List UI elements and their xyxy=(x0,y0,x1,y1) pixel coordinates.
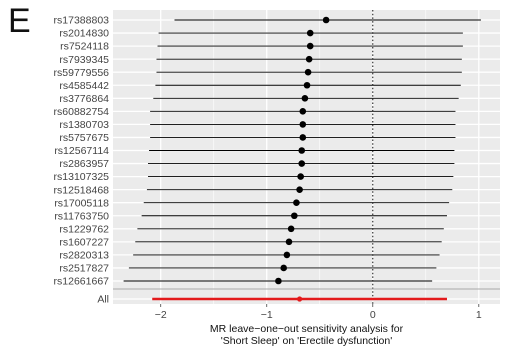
y-tick-label: rs1229762 xyxy=(59,223,109,235)
y-tick-label: rs11763750 xyxy=(54,210,109,222)
snp-point xyxy=(301,95,309,102)
y-tick-label: rs7939345 xyxy=(59,54,109,66)
y-tick-label: rs17005118 xyxy=(54,197,109,209)
x-tick-label: −1 xyxy=(261,309,273,321)
y-tick-label: rs1607227 xyxy=(59,236,109,248)
snp-point xyxy=(296,186,303,193)
y-tick-label: rs12661667 xyxy=(54,276,110,288)
snp-point xyxy=(322,16,330,24)
snp-point xyxy=(298,160,306,167)
y-tick-labels: rs17388803rs2014830rs7524118rs7939345rs5… xyxy=(54,15,110,306)
panel-letter: E xyxy=(8,2,31,40)
snp-point xyxy=(297,173,304,180)
plot-background xyxy=(113,10,500,304)
y-tick-label: rs60882754 xyxy=(54,106,110,118)
overall-point xyxy=(297,296,303,302)
y-tick-label: rs5757675 xyxy=(59,132,109,144)
y-tick-label: rs59779556 xyxy=(54,67,110,79)
y-tick-label: rs12567114 xyxy=(54,145,109,157)
snp-point xyxy=(299,121,307,128)
snp-point xyxy=(283,251,291,259)
y-tick-label-overall: All xyxy=(97,294,109,306)
snp-estimates xyxy=(123,16,481,285)
snp-point xyxy=(304,68,312,76)
snp-point xyxy=(299,108,307,115)
x-tick-label: 0 xyxy=(370,309,376,321)
y-tick-label: rs17388803 xyxy=(54,15,110,27)
y-tick-label: rs2820313 xyxy=(59,250,109,262)
snp-point xyxy=(291,212,298,220)
snp-point xyxy=(305,55,313,63)
y-tick-label: rs13107325 xyxy=(54,171,110,183)
y-tick-label: rs4585442 xyxy=(59,80,109,92)
snp-point xyxy=(306,42,314,50)
x-axis-label-line-1: MR leave−one−out sensitivity analysis fo… xyxy=(210,323,404,335)
snp-point xyxy=(299,134,307,141)
y-tick-label: rs2014830 xyxy=(59,28,109,40)
x-tick-labels: −2 −1 0 1 xyxy=(155,304,482,321)
x-tick-label: −2 xyxy=(155,309,167,321)
snp-point xyxy=(303,81,311,89)
x-axis-label-line-2: 'Short Sleep' on 'Erectile dysfunction' xyxy=(221,335,392,347)
snp-point xyxy=(293,199,300,206)
snp-point xyxy=(298,147,306,154)
y-tick-label: rs2517827 xyxy=(59,263,109,275)
snp-point xyxy=(285,238,293,246)
y-tick-label: rs3776864 xyxy=(59,93,109,105)
y-tick-label: rs7524118 xyxy=(60,41,109,53)
y-tick-label: rs2863957 xyxy=(59,158,109,170)
snp-point xyxy=(287,225,295,233)
y-tick-label: rs1380703 xyxy=(59,119,109,131)
x-tick-label: 1 xyxy=(476,309,482,321)
y-tick-label: rs12518468 xyxy=(54,184,110,196)
overall-estimate xyxy=(152,296,447,302)
snp-point xyxy=(280,264,288,272)
snp-point xyxy=(306,29,314,37)
snp-point xyxy=(275,277,282,285)
